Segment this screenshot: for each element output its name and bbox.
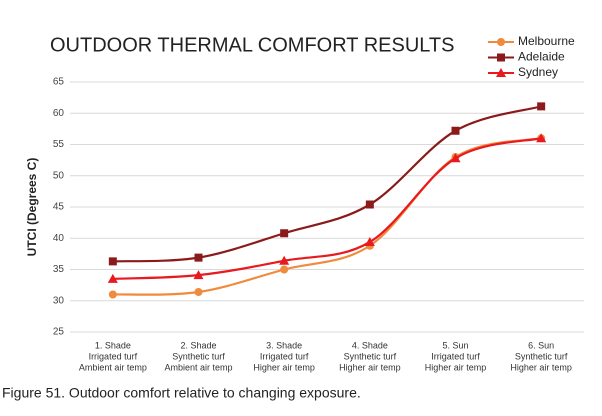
y-tick-label: 55: [53, 139, 65, 150]
x-tick-label: 4. Shade: [352, 340, 388, 350]
x-tick-label: 5. Sun: [442, 340, 468, 350]
point: [107, 273, 118, 283]
x-tick-label: Irrigated turf: [431, 351, 480, 361]
point: [365, 200, 374, 209]
y-tick-label: 50: [53, 170, 65, 181]
x-tick-label: Higher air temp: [253, 362, 315, 372]
x-tick-label: 6. Sun: [528, 340, 554, 350]
y-tick-label: 40: [53, 233, 65, 244]
x-tick-label: 1. Shade: [95, 340, 131, 350]
point: [451, 126, 460, 135]
chart-title: OUTDOOR THERMAL COMFORT RESULTS: [50, 34, 454, 56]
legend-marker: [496, 68, 506, 77]
x-tick-label: Irrigated turf: [89, 351, 138, 361]
series-line: [112, 137, 542, 296]
point: [536, 133, 547, 143]
y-axis-label: UTCI (Degrees C): [25, 158, 39, 257]
point: [280, 265, 289, 274]
legend-label: Adelaide: [518, 50, 565, 64]
y-tick-label: 35: [53, 264, 65, 275]
y-tick-label: 30: [53, 295, 65, 306]
x-tick-label: Irrigated turf: [260, 351, 309, 361]
point: [450, 153, 461, 163]
x-tick-label: Synthetic turf: [344, 351, 397, 361]
point: [364, 237, 375, 246]
y-tick-label: 60: [53, 108, 65, 119]
x-tick-label: Synthetic turf: [172, 351, 225, 361]
point: [108, 290, 117, 299]
y-tick-label: 25: [53, 327, 65, 338]
x-tick-label: Synthetic turf: [515, 351, 568, 361]
point: [537, 102, 546, 111]
series-line: [112, 137, 542, 280]
x-tick-label: Ambient air temp: [79, 362, 147, 372]
x-tick-label: Higher air temp: [510, 362, 572, 372]
caption: Figure 51. Outdoor comfort relative to c…: [2, 385, 361, 401]
point: [194, 288, 203, 296]
y-tick-label: 65: [53, 77, 65, 88]
legend-marker: [497, 53, 505, 62]
point: [193, 270, 204, 280]
x-tick-label: Higher air temp: [339, 362, 401, 372]
legend-label: Sydney: [518, 65, 558, 79]
series-line: [112, 105, 542, 263]
point: [280, 229, 289, 238]
point: [279, 255, 290, 265]
x-tick-label: Ambient air temp: [164, 362, 232, 372]
point: [194, 253, 203, 262]
x-tick-label: Higher air temp: [425, 362, 487, 372]
x-tick-label: 2. Shade: [180, 340, 216, 350]
legend-marker: [497, 38, 505, 46]
legend-label: Melbourne: [518, 34, 575, 48]
x-tick-label: 3. Shade: [266, 340, 302, 350]
point: [108, 257, 117, 266]
y-tick-label: 45: [53, 202, 65, 213]
